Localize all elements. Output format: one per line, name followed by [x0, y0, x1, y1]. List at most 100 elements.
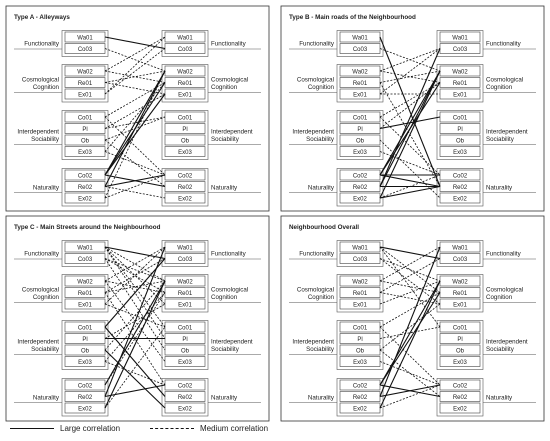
group-label-left: Sociability	[306, 346, 335, 353]
link-medium	[104, 82, 166, 152]
link-medium	[379, 70, 441, 83]
panel-title: Neighbourhood Overall	[289, 224, 359, 231]
item-label: Re01	[78, 291, 93, 297]
link-medium	[104, 258, 166, 293]
group-label-left: Cosmological	[297, 77, 334, 84]
link-medium	[379, 361, 441, 386]
group-label-left: Naturality	[33, 394, 60, 401]
group-label-right: Interdependent	[486, 338, 528, 345]
link-large	[379, 70, 441, 176]
item-label: Ex01	[178, 302, 192, 308]
item-label: Ex01	[353, 302, 367, 308]
panel-frame	[5, 5, 270, 212]
item-label: Wa02	[77, 69, 93, 75]
group-bracket	[61, 64, 109, 103]
group-label-right: Cosmological	[211, 287, 248, 294]
legend-medium-swatch	[150, 428, 194, 429]
item-label: Co03	[353, 257, 368, 263]
group-bracket	[336, 64, 384, 103]
group-label-right: Cosmological	[211, 77, 248, 84]
panel: Type B - Main roads of the Neighbourhood…	[280, 5, 545, 212]
item-box	[439, 344, 481, 356]
group-label-left: Interdependent	[292, 128, 334, 135]
item-label: Re02	[78, 185, 93, 191]
group-bracket	[436, 274, 484, 313]
item-label: Wa02	[352, 69, 368, 75]
item-label: Co02	[78, 173, 93, 179]
link-large	[379, 36, 441, 187]
item-box	[439, 356, 481, 367]
item-label: Re02	[178, 395, 193, 401]
item-label: Co02	[453, 173, 468, 179]
group-label-right: Functionality	[211, 41, 247, 48]
legend-large: Large correlation	[10, 424, 120, 433]
item-label: Ex02	[353, 196, 367, 202]
group-bracket	[61, 378, 109, 417]
item-label: Co02	[78, 383, 93, 389]
item-box	[164, 134, 206, 146]
item-label: Wa01	[452, 35, 468, 41]
item-box	[439, 134, 481, 146]
item-label: Re01	[353, 291, 368, 297]
item-label: Ex01	[453, 302, 467, 308]
item-label: Re01	[353, 81, 368, 87]
item-label: Pl	[357, 127, 362, 133]
group-label-right: Sociability	[211, 136, 240, 143]
item-label: Pl	[182, 127, 187, 133]
link-large	[379, 70, 441, 187]
group-label-left: Sociability	[31, 346, 60, 353]
item-label: Ex01	[78, 92, 92, 98]
item-label: Ex02	[178, 406, 192, 412]
link-large	[379, 280, 441, 386]
group-label-right: Functionality	[211, 251, 247, 258]
item-label: Wa02	[177, 279, 193, 285]
item-label: Pl	[82, 127, 87, 133]
item-label: Co01	[178, 115, 193, 121]
link-large	[379, 384, 441, 398]
group-label-left: Cognition	[308, 294, 335, 301]
item-label: Ob	[181, 138, 190, 144]
item-label: Wa01	[177, 245, 193, 251]
item-label: Ex02	[78, 406, 92, 412]
group-label-right: Cognition	[211, 84, 238, 91]
panel-frame	[280, 215, 545, 422]
item-label: Ex01	[178, 92, 192, 98]
group-label-left: Functionality	[299, 251, 335, 258]
link-large	[379, 48, 441, 187]
item-label: Co03	[353, 47, 368, 53]
group-label-left: Naturality	[308, 394, 335, 401]
link-medium	[104, 258, 166, 351]
item-label: Ex03	[78, 150, 92, 156]
item-label: Wa01	[177, 35, 193, 41]
group-label-right: Interdependent	[211, 128, 253, 135]
link-large	[104, 174, 166, 188]
link-medium	[104, 292, 166, 386]
item-label: Pl	[357, 337, 362, 343]
link-medium	[379, 174, 441, 199]
item-label: Ex03	[178, 150, 192, 156]
group-label-left: Naturality	[33, 184, 60, 191]
item-label: Ex03	[78, 360, 92, 366]
panel-title: Type A - Alleyways	[14, 14, 70, 21]
group-label-right: Functionality	[486, 251, 522, 258]
group-bracket	[61, 168, 109, 207]
item-label: Co03	[453, 47, 468, 53]
item-label: Ex03	[353, 150, 367, 156]
group-label-right: Cognition	[486, 84, 513, 91]
item-label: Ob	[456, 348, 465, 354]
group-label-left: Functionality	[299, 41, 335, 48]
item-label: Ex03	[353, 360, 367, 366]
group-label-right: Functionality	[486, 41, 522, 48]
item-label: Co02	[178, 383, 193, 389]
group-bracket	[161, 320, 209, 370]
link-medium	[379, 70, 441, 83]
link-medium	[104, 326, 166, 409]
item-label: Ex02	[453, 406, 467, 412]
link-large	[104, 384, 166, 398]
group-label-right: Naturality	[211, 394, 238, 401]
link-medium	[379, 326, 441, 339]
item-label: Wa02	[177, 69, 193, 75]
group-label-right: Cosmological	[486, 287, 523, 294]
group-bracket	[436, 64, 484, 103]
item-box	[164, 123, 206, 134]
